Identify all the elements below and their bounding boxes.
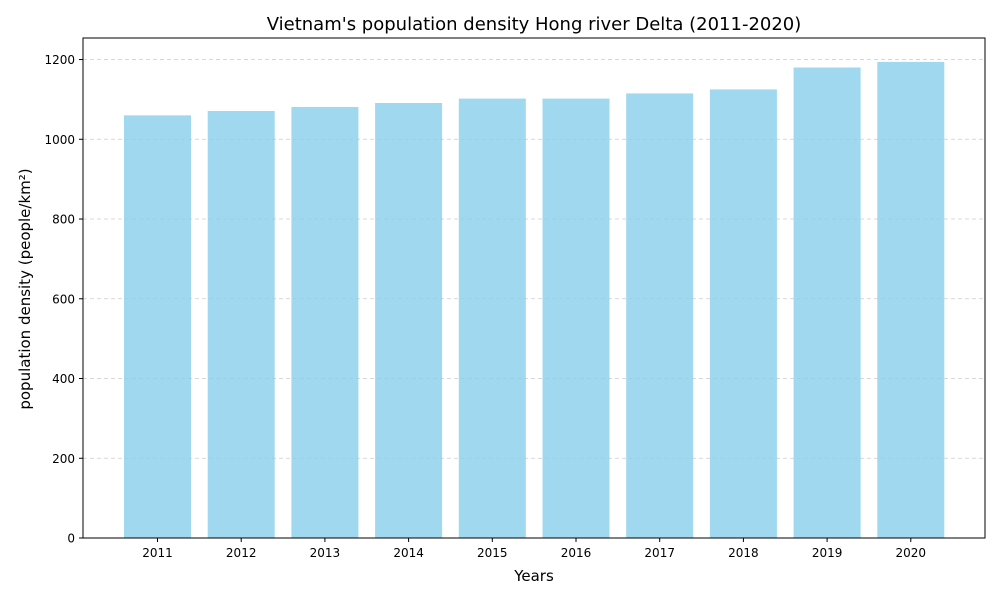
x-tick-label: 2014 (393, 546, 424, 560)
x-tick-label: 2018 (728, 546, 759, 560)
plot-frame (82, 37, 986, 539)
y-tick-label: 1200 (44, 53, 75, 67)
chart-title: Vietnam's population density Hong river … (267, 14, 802, 35)
bar-2011 (124, 115, 191, 538)
x-tick-label: 2013 (310, 546, 341, 560)
bar-2018 (709, 89, 777, 538)
x-axis-label: Years (513, 567, 554, 585)
y-tick-label: 200 (52, 452, 75, 466)
bar-2013 (291, 106, 359, 539)
x-tick-label: 2019 (812, 546, 843, 560)
y-tick-label: 800 (52, 213, 75, 227)
y-tick-label: 600 (52, 292, 75, 306)
tick-labels: 0 200 400 600 800 1000 1200 2011 2012 2013 2014 201… (44, 53, 926, 560)
y-tick-label: 400 (52, 372, 75, 386)
x-tick-label: 2020 (896, 546, 927, 560)
y-tick-label: 0 (67, 532, 75, 546)
x-tick-label: 2017 (644, 546, 675, 560)
bar-2017 (626, 93, 694, 539)
bar-2020 (877, 61, 945, 538)
x-tick-label: 2012 (226, 546, 257, 560)
y-tick-label: 1000 (44, 133, 75, 147)
x-tick-label: 2011 (142, 546, 173, 560)
bar-2012 (207, 110, 275, 539)
bar-2016 (542, 98, 610, 538)
y-axis-label: population density (people/km²) (16, 168, 34, 409)
x-tick-label: 2016 (561, 546, 592, 560)
bar-2015 (458, 98, 526, 538)
x-tick-label: 2015 (477, 546, 508, 560)
bar-2014 (375, 102, 443, 538)
bar-2019 (793, 67, 861, 538)
bars (124, 61, 945, 539)
axes (79, 37, 986, 542)
